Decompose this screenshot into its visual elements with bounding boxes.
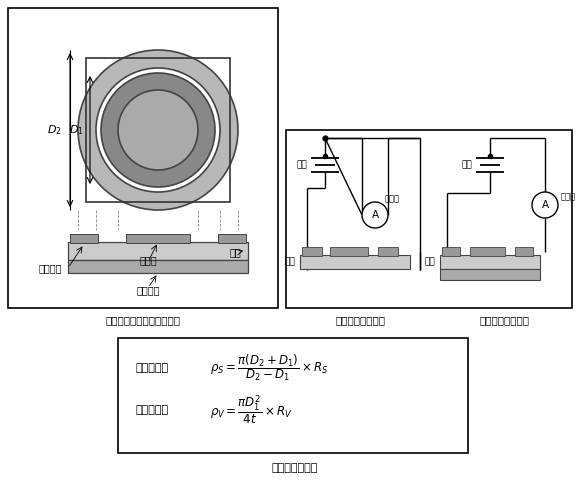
Text: 体積抵抗率: 体積抵抗率 [135, 405, 168, 415]
Circle shape [78, 50, 238, 210]
Bar [70, 234, 98, 243]
Circle shape [118, 90, 198, 170]
Circle shape [362, 202, 388, 228]
Bar [286, 130, 572, 308]
Bar [126, 234, 190, 243]
Text: 試料: 試料 [284, 258, 295, 267]
Bar [330, 247, 368, 256]
Text: A: A [371, 210, 379, 220]
Text: 電流計: 電流計 [561, 193, 576, 202]
Bar [8, 8, 278, 308]
Text: 電源: 電源 [296, 160, 307, 169]
Circle shape [532, 192, 558, 218]
Bar [300, 255, 410, 269]
Text: 電流計: 電流計 [385, 195, 400, 204]
Text: 対向電極: 対向電極 [136, 285, 160, 295]
Text: 電源: 電源 [461, 160, 472, 169]
Text: 試料: 試料 [229, 247, 241, 257]
Bar [68, 242, 248, 260]
Circle shape [96, 68, 220, 192]
Text: 体積抗抗測定回路: 体積抗抗測定回路 [480, 315, 530, 325]
Bar [86, 58, 230, 202]
Text: $D_2$: $D_2$ [48, 123, 62, 137]
Text: 試料: 試料 [424, 258, 435, 267]
Text: $D_1$: $D_1$ [69, 123, 84, 137]
Bar [442, 247, 460, 256]
Text: 主電極: 主電極 [139, 255, 157, 265]
Bar [302, 247, 322, 256]
Text: 抗抗率測定試料の電極形状: 抗抗率測定試料の電極形状 [106, 315, 180, 325]
Bar [68, 260, 248, 273]
Bar [515, 247, 533, 256]
Text: $\rho_S = \dfrac{\pi(D_2+D_1)}{D_2-D_1} \times R_S$: $\rho_S = \dfrac{\pi(D_2+D_1)}{D_2-D_1} … [210, 353, 328, 384]
Text: $\rho_V = \dfrac{\pi D_1^2}{4t} \times R_V$: $\rho_V = \dfrac{\pi D_1^2}{4t} \times R… [210, 394, 292, 426]
Bar [440, 269, 540, 280]
Bar [440, 255, 540, 269]
Bar [218, 234, 246, 243]
Text: 抗抗率の算出式: 抗抗率の算出式 [272, 463, 318, 473]
Bar [118, 338, 468, 453]
Text: 表面抗抗測定回路: 表面抗抗測定回路 [335, 315, 385, 325]
Text: A: A [542, 200, 549, 210]
Text: 表面抵抗率: 表面抵抗率 [135, 363, 168, 373]
Bar [470, 247, 505, 256]
Text: 環状電極: 環状電極 [38, 263, 61, 273]
Circle shape [101, 73, 215, 187]
Bar [378, 247, 398, 256]
